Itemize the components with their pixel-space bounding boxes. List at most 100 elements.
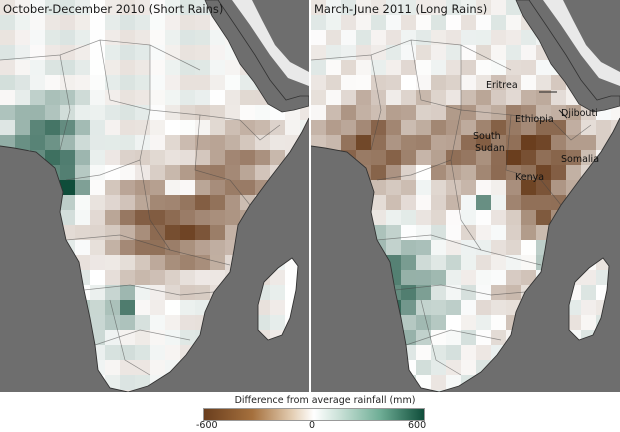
rainfall-cell xyxy=(386,30,402,46)
rainfall-cell xyxy=(0,270,16,286)
rainfall-cell xyxy=(371,30,387,46)
rainfall-cell xyxy=(476,180,492,196)
rainfall-cell xyxy=(180,120,196,136)
rainfall-cell xyxy=(15,75,31,91)
rainfall-cell xyxy=(371,45,387,61)
rainfall-cell xyxy=(300,0,309,16)
rainfall-cell xyxy=(506,135,522,151)
rainfall-cell xyxy=(386,105,402,121)
rainfall-cell xyxy=(15,240,31,256)
rainfall-cell xyxy=(386,225,402,241)
rainfall-cell xyxy=(165,150,181,166)
rainfall-cell xyxy=(521,345,537,361)
rainfall-cell xyxy=(596,300,609,316)
rainfall-cell xyxy=(416,255,432,271)
rainfall-cell xyxy=(0,210,16,226)
rainfall-cell xyxy=(135,180,151,196)
rainfall-cell xyxy=(120,330,136,346)
rainfall-cell xyxy=(0,315,16,331)
rainfall-cell xyxy=(165,60,181,76)
rainfall-cell xyxy=(431,210,447,226)
red-sea xyxy=(515,0,620,113)
rainfall-cell xyxy=(446,120,462,136)
rainfall-cell xyxy=(326,315,342,331)
rainfall-cell xyxy=(536,345,552,361)
rainfall-cell xyxy=(120,0,136,16)
rainfall-cell xyxy=(461,75,477,91)
rainfall-cell xyxy=(135,60,151,76)
rainfall-cell xyxy=(300,150,309,166)
rainfall-cell xyxy=(416,315,432,331)
rainfall-cell xyxy=(270,300,286,316)
rainfall-cell xyxy=(195,210,211,226)
rainfall-cell xyxy=(60,360,76,376)
rainfall-cell xyxy=(341,195,357,211)
rainfall-cell xyxy=(270,330,286,340)
rainfall-cell xyxy=(311,105,327,121)
label-somalia: Somalia xyxy=(561,154,600,165)
rainfall-cell xyxy=(165,210,181,226)
rainfall-cell xyxy=(90,30,106,46)
label-ethiopia: Ethiopia xyxy=(515,114,554,125)
panel-title: October-December 2010 (Short Rains) xyxy=(3,2,224,16)
rainfall-cell xyxy=(431,90,447,106)
rainfall-cell xyxy=(180,255,196,271)
rainfall-cell xyxy=(270,375,286,391)
rainfall-cell xyxy=(180,135,196,151)
rainfall-cell xyxy=(105,210,121,226)
rainfall-cell xyxy=(195,345,211,361)
rainfall-cell xyxy=(30,90,46,106)
rainfall-cell xyxy=(476,240,492,256)
rainfall-cell xyxy=(120,345,136,361)
rainfall-cell xyxy=(551,330,567,346)
rainfall-cell xyxy=(30,375,46,391)
rainfall-cell xyxy=(225,360,241,376)
rainfall-cell xyxy=(120,210,136,226)
rainfall-cell xyxy=(75,195,91,211)
rainfall-cell xyxy=(120,180,136,196)
rainfall-cell xyxy=(521,90,537,106)
rainfall-cell xyxy=(611,300,620,316)
rainfall-cell xyxy=(446,30,462,46)
rainfall-cell xyxy=(476,0,492,16)
rainfall-cell xyxy=(461,315,477,331)
rainfall-cell xyxy=(135,345,151,361)
rainfall-cell xyxy=(270,240,286,256)
rainfall-cell xyxy=(401,255,417,271)
rainfall-cell xyxy=(30,105,46,121)
rainfall-cell xyxy=(75,60,91,76)
rainfall-cell xyxy=(165,315,181,331)
rainfall-cell xyxy=(0,195,16,211)
rainfall-cell xyxy=(386,240,402,256)
rainfall-cell xyxy=(120,165,136,181)
rainfall-cell xyxy=(150,270,166,286)
rainfall-cell xyxy=(566,255,582,271)
rainfall-cell xyxy=(431,240,447,256)
rainfall-cell xyxy=(596,360,612,376)
rainfall-cell xyxy=(15,330,31,346)
rainfall-cell xyxy=(285,0,301,16)
rainfall-cell xyxy=(386,135,402,151)
rainfall-cell xyxy=(371,330,387,346)
rainfall-cell xyxy=(210,75,226,91)
rainfall-cell xyxy=(0,300,16,316)
rainfall-cell xyxy=(105,285,121,301)
rainfall-cell xyxy=(551,165,567,181)
rainfall-cell xyxy=(431,225,447,241)
rainfall-cell xyxy=(521,30,537,46)
rainfall-cell xyxy=(521,300,537,316)
rainfall-cell xyxy=(285,120,301,136)
rainfall-cell xyxy=(386,75,402,91)
rainfall-cell xyxy=(386,180,402,196)
rainfall-cell xyxy=(356,210,372,226)
rainfall-cell xyxy=(596,165,612,181)
rainfall-cell xyxy=(258,258,271,271)
rainfall-cell xyxy=(90,120,106,136)
rainfall-cell xyxy=(60,135,76,151)
rainfall-cell xyxy=(60,30,76,46)
rainfall-cell xyxy=(45,120,61,136)
rainfall-cell xyxy=(135,165,151,181)
rainfall-cell xyxy=(165,330,181,346)
rainfall-cell xyxy=(105,0,121,16)
rainfall-cell xyxy=(491,225,507,241)
